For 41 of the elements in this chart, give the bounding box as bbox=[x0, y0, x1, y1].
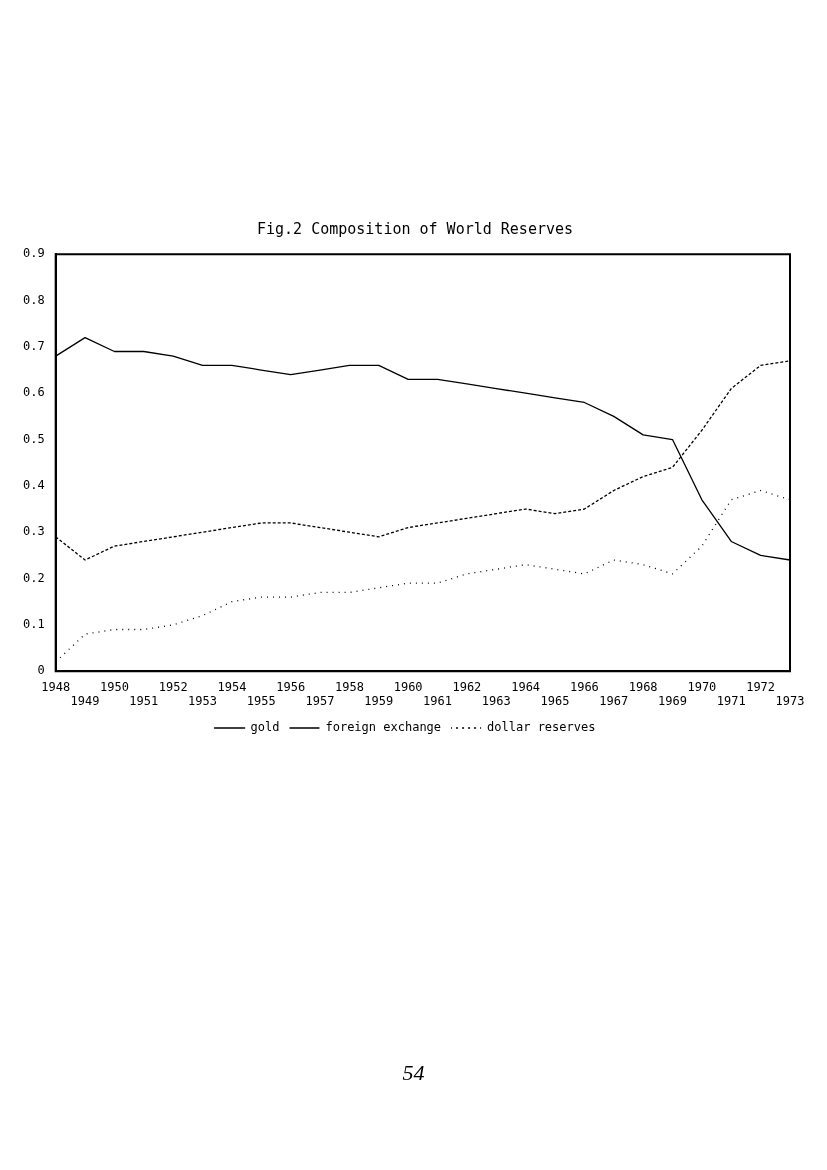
x-tick-label: 1954 bbox=[217, 679, 247, 694]
x-tick-label: 1957 bbox=[305, 693, 335, 708]
legend-label: foreign exchange bbox=[325, 720, 442, 735]
y-tick-label: 0.4 bbox=[22, 477, 45, 492]
x-tick-label: 1963 bbox=[481, 693, 511, 708]
x-tick-label: 1960 bbox=[393, 679, 423, 694]
x-tick-label: 1967 bbox=[599, 693, 629, 708]
y-tick-label: 0.1 bbox=[22, 616, 45, 631]
x-tick-label: 1962 bbox=[452, 679, 482, 694]
x-tick-label: 1949 bbox=[70, 693, 100, 708]
x-tick-label: 1970 bbox=[687, 679, 717, 694]
y-tick-label: 0.8 bbox=[22, 292, 45, 307]
x-tick-label: 1948 bbox=[41, 679, 71, 694]
x-tick-label: 1952 bbox=[158, 679, 188, 694]
y-tick-label: 0.6 bbox=[22, 385, 45, 400]
x-tick-label: 1955 bbox=[246, 693, 276, 708]
x-tick-label: 1969 bbox=[658, 693, 687, 708]
x-tick-label: 1959 bbox=[364, 693, 394, 708]
chart-title: Fig.2 Composition of World Reserves bbox=[255, 220, 575, 238]
y-tick-label: 0.7 bbox=[22, 338, 45, 353]
x-tick-label: 1973 bbox=[775, 693, 805, 708]
legend-label: dollar reserves bbox=[487, 720, 596, 735]
x-tick-label: 1958 bbox=[334, 679, 364, 694]
x-tick-label: 1968 bbox=[628, 679, 658, 694]
x-tick-label: 1953 bbox=[188, 693, 217, 708]
x-tick-label: 1956 bbox=[276, 679, 306, 694]
text: 54 bbox=[401, 1060, 426, 1086]
x-tick-label: 1950 bbox=[99, 679, 129, 694]
x-tick-label: 1965 bbox=[540, 693, 570, 708]
y-tick-label: 0.2 bbox=[22, 570, 45, 585]
y-tick-label: 0.9 bbox=[22, 246, 45, 261]
x-tick-label: 1961 bbox=[423, 693, 452, 708]
y-tick-label: 0.5 bbox=[22, 431, 45, 446]
y-tick-label: 0.3 bbox=[22, 524, 45, 539]
legend-label: gold bbox=[250, 720, 280, 735]
x-tick-label: 1966 bbox=[569, 679, 599, 694]
y-tick-label: 0 bbox=[37, 663, 45, 678]
x-tick-label: 1972 bbox=[746, 679, 776, 694]
x-tick-label: 1971 bbox=[716, 693, 746, 708]
x-tick-label: 1964 bbox=[511, 679, 541, 694]
x-tick-label: 1951 bbox=[129, 693, 159, 708]
